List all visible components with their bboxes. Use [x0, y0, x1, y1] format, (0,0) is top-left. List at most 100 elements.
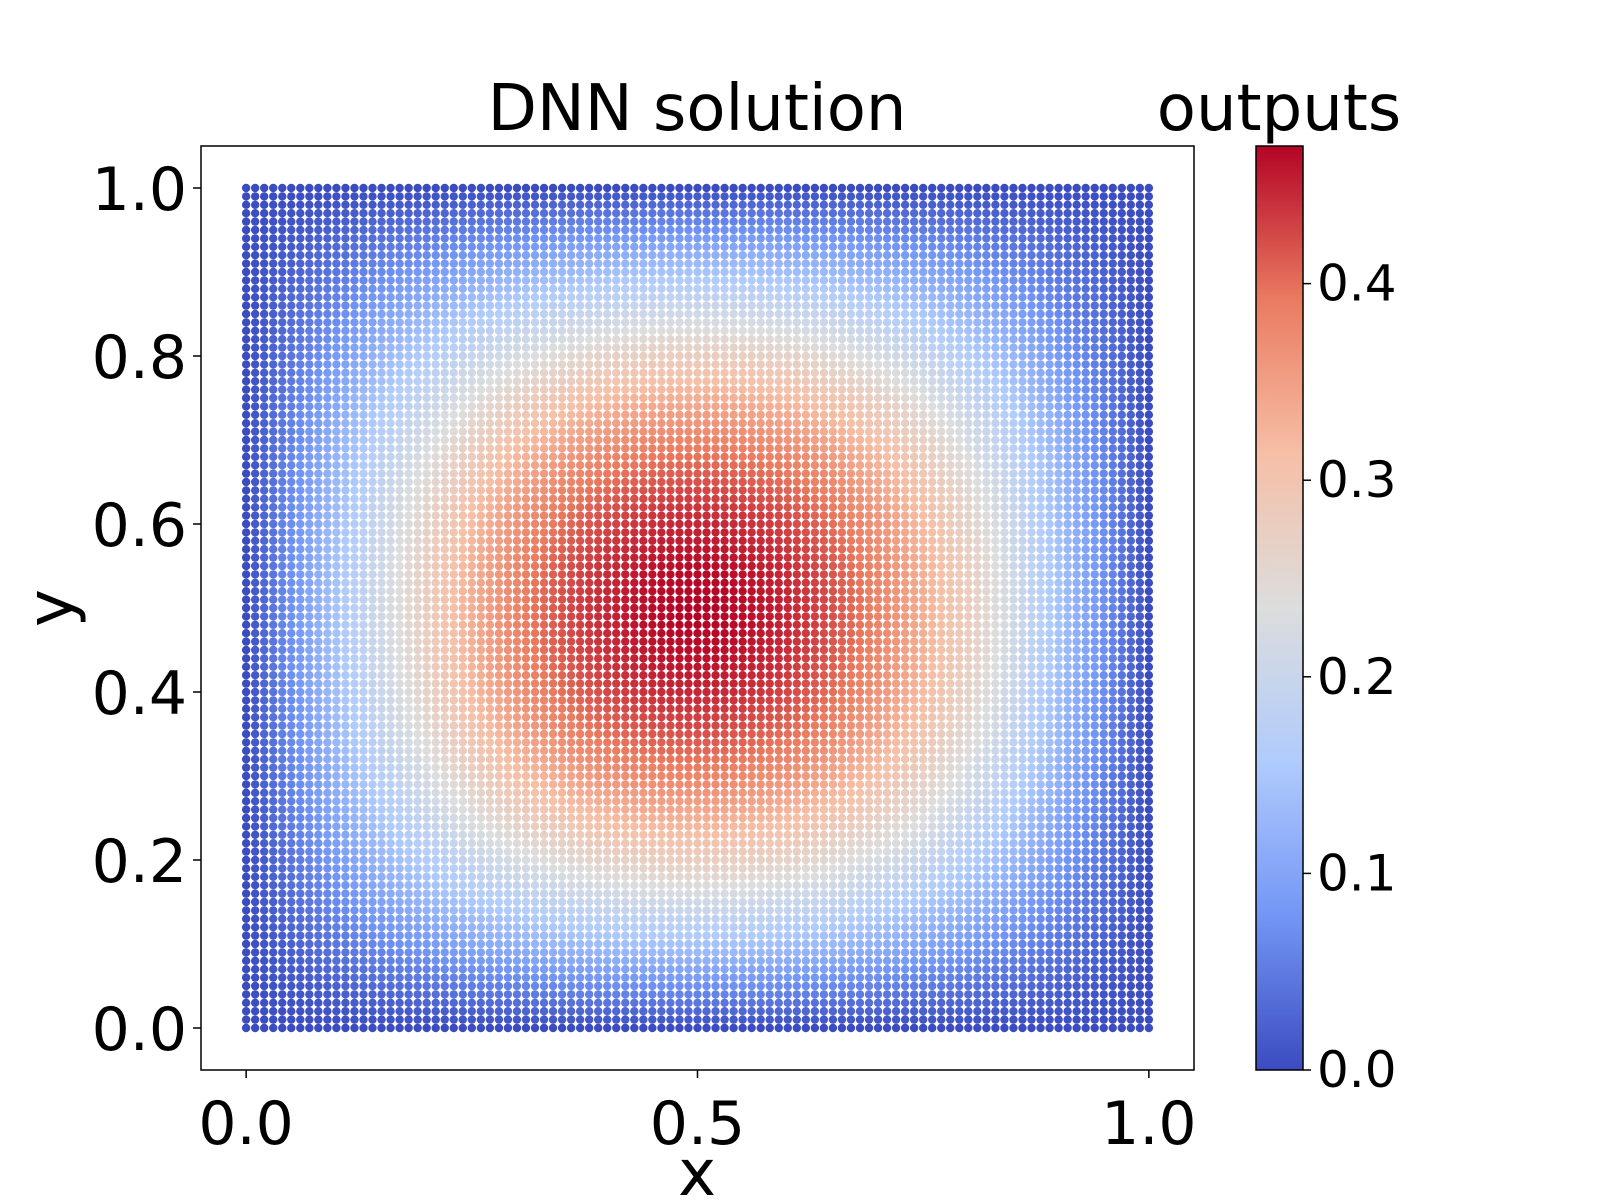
- scatter-point: [377, 645, 386, 655]
- scatter-point: [296, 687, 305, 697]
- scatter-point: [250, 864, 260, 873]
- scatter-point: [530, 545, 540, 554]
- scatter-point: [485, 343, 495, 352]
- scatter-point: [287, 780, 296, 789]
- scatter-point: [458, 839, 467, 848]
- scatter-point: [323, 612, 332, 621]
- scatter-point: [630, 603, 639, 613]
- scatter-point: [539, 427, 549, 436]
- scatter-point: [314, 889, 323, 898]
- scatter-point: [440, 351, 449, 361]
- scatter-point: [494, 393, 504, 403]
- scatter-point: [467, 427, 477, 436]
- scatter-point: [296, 603, 305, 613]
- scatter-point: [584, 998, 594, 1007]
- scatter-point: [539, 385, 549, 394]
- scatter-point: [440, 797, 449, 806]
- scatter-point: [666, 309, 675, 319]
- scatter-point: [296, 704, 305, 713]
- scatter-point: [530, 797, 540, 806]
- scatter-point: [458, 360, 467, 369]
- scatter-point: [296, 452, 305, 461]
- scatter-point: [503, 1015, 513, 1024]
- scatter-point: [296, 377, 305, 386]
- scatter-point: [287, 763, 296, 772]
- scatter-point: [584, 351, 594, 361]
- scatter-point: [350, 225, 359, 235]
- scatter-point: [269, 326, 278, 335]
- scatter-point: [594, 830, 603, 839]
- scatter-point: [548, 553, 558, 562]
- scatter-point: [359, 326, 368, 335]
- scatter-point: [639, 923, 648, 932]
- scatter-point: [639, 511, 648, 520]
- scatter-point: [575, 780, 585, 789]
- scatter-point: [612, 645, 621, 655]
- scatter-point: [458, 906, 467, 915]
- scatter-point: [404, 603, 413, 613]
- scatter-point: [621, 797, 630, 806]
- scatter-point: [648, 284, 657, 293]
- scatter-point: [241, 855, 251, 865]
- scatter-point: [684, 654, 693, 663]
- scatter-point: [278, 889, 287, 898]
- scatter-point: [485, 679, 495, 688]
- scatter-point: [241, 645, 251, 655]
- scatter-point: [368, 780, 377, 789]
- scatter-point: [657, 713, 666, 722]
- scatter-point: [250, 805, 260, 814]
- scatter-point: [485, 477, 495, 487]
- scatter-point: [332, 225, 341, 235]
- scatter-point: [250, 645, 260, 655]
- scatter-point: [278, 620, 287, 629]
- scatter-point: [621, 679, 630, 688]
- scatter-point: [512, 662, 522, 671]
- scatter-point: [485, 973, 495, 982]
- scatter-point: [657, 763, 666, 772]
- scatter-point: [467, 679, 477, 688]
- scatter-point: [422, 990, 431, 999]
- scatter-point: [377, 393, 386, 403]
- scatter-point: [323, 200, 332, 209]
- scatter-point: [621, 603, 630, 613]
- scatter-point: [521, 209, 531, 218]
- scatter-point: [539, 637, 549, 646]
- scatter-point: [332, 671, 341, 680]
- scatter-point: [323, 251, 332, 260]
- scatter-point: [323, 847, 332, 856]
- scatter-point: [630, 427, 639, 436]
- scatter-point: [630, 990, 639, 999]
- scatter-point: [341, 889, 350, 898]
- scatter-point: [314, 746, 323, 755]
- scatter-point: [666, 393, 675, 403]
- scatter-point: [503, 679, 513, 688]
- scatter-point: [422, 393, 431, 403]
- scatter-point: [259, 914, 269, 923]
- scatter-point: [539, 343, 549, 352]
- scatter-point: [287, 679, 296, 688]
- scatter-point: [278, 393, 287, 403]
- scatter-point: [584, 738, 594, 747]
- scatter-point: [503, 360, 513, 369]
- scatter-point: [557, 301, 567, 310]
- scatter-point: [259, 780, 269, 789]
- scatter-point: [350, 662, 359, 671]
- scatter-point: [386, 755, 395, 764]
- scatter-point: [603, 251, 612, 260]
- scatter-point: [431, 528, 440, 537]
- scatter-point: [630, 183, 639, 193]
- scatter-point: [241, 620, 251, 629]
- scatter-point: [314, 830, 323, 839]
- scatter-point: [612, 931, 621, 940]
- scatter-point: [422, 301, 431, 310]
- scatter-point: [449, 612, 458, 621]
- scatter-point: [413, 276, 422, 285]
- scatter-point: [675, 1007, 684, 1016]
- scatter-point: [413, 259, 422, 268]
- scatter-point: [494, 267, 504, 277]
- scatter-point: [458, 704, 467, 713]
- scatter-point: [521, 393, 531, 403]
- scatter-point: [467, 360, 477, 369]
- scatter-point: [404, 788, 413, 797]
